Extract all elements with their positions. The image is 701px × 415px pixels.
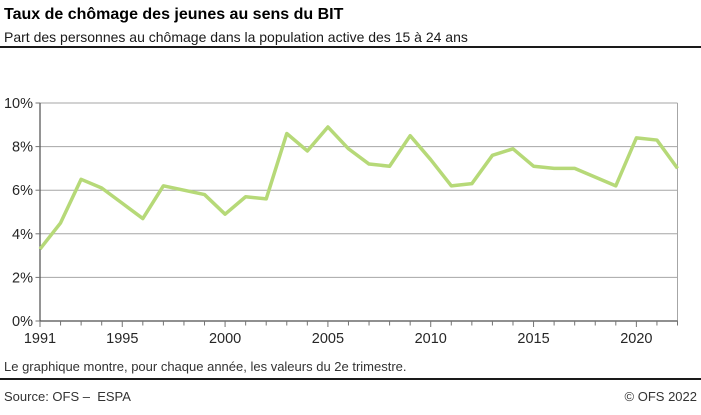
y-tick-label-6: 6% bbox=[12, 183, 33, 199]
x-tick-label-1995: 1995 bbox=[106, 331, 138, 347]
footer-divider bbox=[0, 378, 701, 380]
y-tick-label-2: 2% bbox=[12, 270, 33, 286]
chart-footnote: Le graphique montre, pour chaque année, … bbox=[4, 359, 407, 374]
x-tick-label-2020: 2020 bbox=[620, 331, 652, 347]
unemployment-rate-line bbox=[38, 125, 679, 251]
x-tick-label-1991: 1991 bbox=[24, 331, 56, 347]
source-label: Source: OFS – ESPA bbox=[4, 389, 131, 404]
y-tick-label-8: 8% bbox=[12, 140, 33, 156]
chart-header: Taux de chômage des jeunes au sens du BI… bbox=[4, 5, 697, 47]
page-title: Taux de chômage des jeunes au sens du BI… bbox=[4, 6, 344, 23]
copyright-label: © OFS 2022 bbox=[624, 389, 697, 404]
footer: Source: OFS – ESPA © OFS 2022 bbox=[0, 389, 701, 404]
page-subtitle: Part des personnes au chômage dans la po… bbox=[4, 29, 468, 45]
x-tick-label-2010: 2010 bbox=[415, 331, 447, 347]
x-tick-label-2000: 2000 bbox=[209, 331, 241, 347]
header-divider bbox=[0, 46, 701, 48]
x-tick-label-2005: 2005 bbox=[312, 331, 344, 347]
y-tick-label-10: 10% bbox=[4, 96, 33, 112]
x-tick-label-2015: 2015 bbox=[517, 331, 549, 347]
y-tick-label-4: 4% bbox=[12, 227, 33, 243]
y-tick-label-0: 0% bbox=[12, 314, 33, 330]
